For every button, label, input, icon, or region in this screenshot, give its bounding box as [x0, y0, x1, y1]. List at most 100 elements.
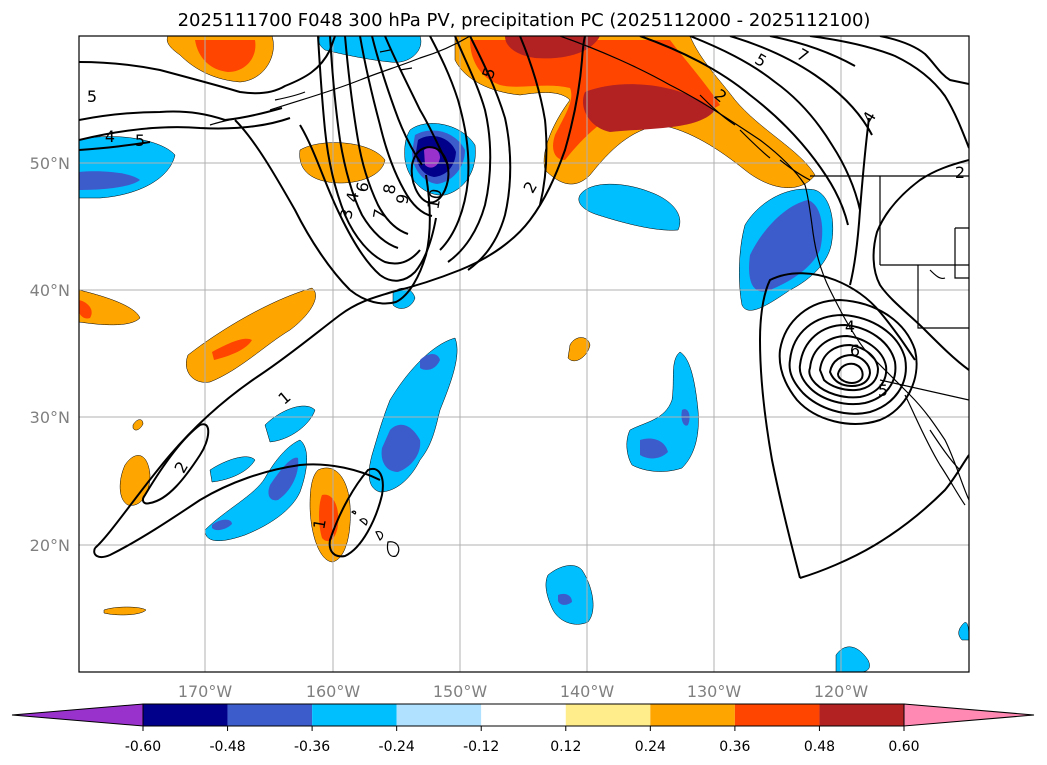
contour-label: 8 [379, 182, 399, 195]
lon-label-150w: 150°W [433, 682, 488, 701]
pv-contour-trough [447, 36, 492, 263]
precip-pos-west-edge-core [79, 300, 92, 319]
pv-contour-1-hawaii [328, 467, 384, 558]
pv-contour-trough [344, 36, 409, 235]
colorbar-extend-high [903, 703, 1035, 727]
colorbar-segment [481, 704, 566, 726]
pv-contour-trough [317, 36, 421, 265]
pv-contour [79, 36, 336, 95]
pv-contour-trough [519, 36, 548, 206]
lon-label-120w: 120°W [814, 682, 869, 701]
pv-contour-trough [299, 124, 437, 282]
pv-contour-2-sw [141, 423, 210, 505]
colorbar-segment [312, 704, 397, 726]
pv-contour-ridge [809, 36, 969, 149]
contour-label: 2 [955, 163, 965, 182]
colorbar-tick-label: -0.36 [294, 739, 330, 755]
pv-contour-trough [329, 36, 399, 249]
baja-coast [904, 394, 966, 506]
contour-label: 4 [105, 127, 115, 146]
map-frame [78, 35, 970, 673]
pv-contour-trough [467, 36, 512, 271]
colorbar-tick-label: -0.48 [209, 739, 245, 755]
colorbar-segment [734, 704, 820, 726]
precip-neg-central-band-core [381, 354, 440, 472]
contour-label: 6 [850, 341, 860, 360]
lat-lon-grid [79, 36, 969, 672]
pv-contour-cutoff-outer [799, 454, 969, 579]
precip-neg-west-band [204, 405, 316, 541]
contour-label: 4 [342, 190, 362, 203]
contour-label: 10 [423, 187, 445, 210]
colorbar-outline [142, 703, 905, 727]
state-borders [810, 175, 969, 401]
contour-label: 1 [309, 517, 329, 530]
precip-neg-southeast-core [640, 409, 690, 459]
pv-contour-trough [359, 36, 433, 217]
colorbar-tick-label: 0.12 [550, 739, 581, 755]
contour-label: 4 [845, 317, 855, 336]
colorbar-segment [650, 704, 735, 726]
pv-contour-trough [429, 36, 470, 251]
precip-pos-nw-corner-core [195, 40, 256, 72]
precip-pos-band-core [212, 338, 252, 360]
latitude-labels: 50°N 40°N 30°N 20°N [30, 154, 70, 555]
pv-contour-cutoff [818, 343, 880, 392]
pv-contour-trough [384, 36, 449, 166]
precip-neg-ne-pacific [578, 183, 680, 231]
pv-contour [79, 141, 151, 151]
colorbar-tick-label: 0.48 [804, 739, 835, 755]
figure-title: 2025111700 F048 300 hPa PV, precipitatio… [178, 10, 871, 31]
pv-contour-ridge [769, 36, 856, 67]
us-west-coast [811, 224, 969, 501]
lon-label-130w: 130°W [687, 682, 742, 701]
pv-contour-cutoff-inner [836, 362, 864, 384]
pv-contour-ridge-east [849, 117, 870, 286]
pv-contour-trough [234, 119, 431, 305]
pv-contour-cutoff [778, 298, 918, 425]
precip-neg-west-band-core [212, 457, 299, 531]
precip-pos-gulf-alaska-max [505, 36, 715, 132]
lon-label-160w: 160°W [306, 682, 361, 701]
contour-label: 6 [352, 180, 372, 193]
colorbar-segment [396, 704, 482, 726]
colorbar-segment [227, 704, 313, 726]
precip-pos-small-3 [132, 419, 144, 431]
colorbar-tick-label: 0.36 [719, 739, 750, 755]
lat-label-30n: 30°N [30, 408, 70, 427]
colorbar-tick-label: 0.24 [635, 739, 666, 755]
precip-neg-small-3 [958, 622, 969, 641]
precip-neg-us-coast-core [749, 200, 823, 292]
colorbar-tick-label: -0.24 [379, 739, 415, 755]
precip-neg-south-core [558, 593, 572, 605]
colorbar-segment [143, 704, 228, 726]
lon-label-170w: 170°W [178, 682, 233, 701]
pv-contour-1 [94, 36, 586, 549]
contour-label: 3 [336, 207, 356, 220]
colorbar-tick-label: -0.60 [125, 739, 161, 755]
colorbar-segment [565, 704, 651, 726]
pv-contour-cutoff [828, 353, 872, 388]
pv-contour-1-south [93, 463, 381, 558]
pv-contour-cutoff [788, 313, 907, 415]
colorbar-tick-label: 0.60 [888, 739, 919, 755]
map-panel: 5 4 5 6 7 8 9 10 3 4 5 2 1 2 1 5 7 2 2 4… [78, 35, 970, 673]
pv-contour-cutoff [798, 323, 897, 406]
pv-contour-ridge [689, 36, 861, 211]
pv-contour-ridge [879, 36, 969, 85]
pv-contour-ridge [729, 36, 873, 136]
lat-label-50n: 50°N [30, 154, 70, 173]
contour-label: 9 [392, 192, 412, 205]
precip-pos-west-edge [79, 289, 141, 326]
canada-islands [699, 94, 946, 280]
precip-neg-south [545, 565, 594, 625]
colorbar-extend-low [11, 703, 144, 727]
contour-label: 7 [369, 207, 389, 220]
colorbar: -0.60 -0.48 -0.36 -0.24 -0.12 0.12 0.24 0.36 0.4… [11, 703, 1035, 755]
colorbar-tick-label: -0.12 [463, 739, 499, 755]
lat-label-20n: 20°N [30, 536, 70, 555]
colorbar-segment [819, 704, 904, 726]
lon-label-140w: 140°W [560, 682, 615, 701]
pv-contours [79, 36, 969, 579]
